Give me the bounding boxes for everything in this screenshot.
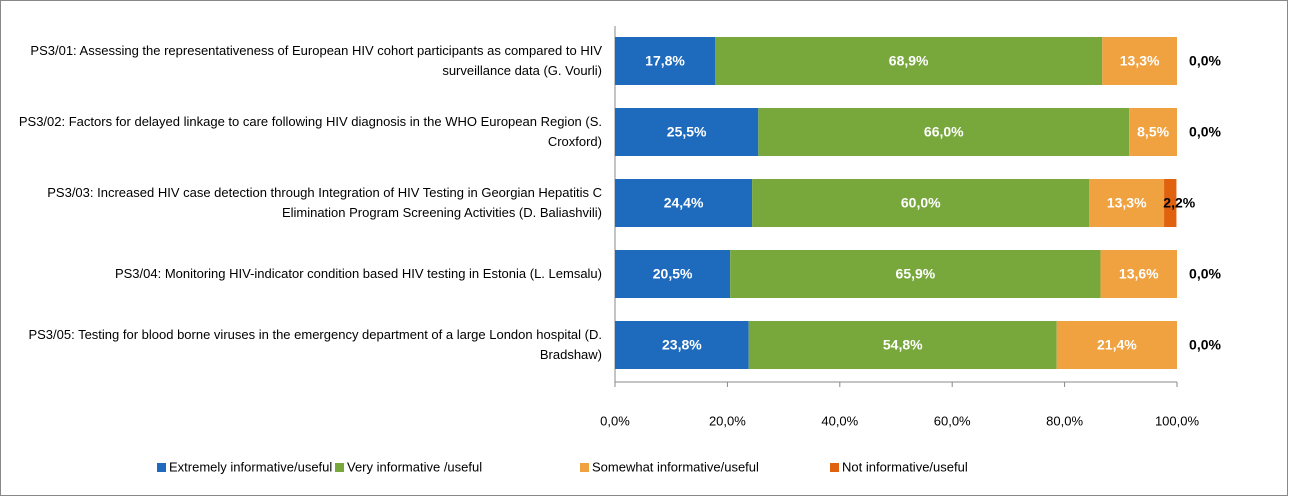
category-label-box: PS3/05: Testing for blood borne viruses … (28, 327, 602, 362)
legend-swatch (580, 463, 589, 472)
bar-segment (615, 108, 759, 156)
legend-swatch (830, 463, 839, 472)
data-label: 24,4% (664, 195, 704, 211)
bar-segment (615, 37, 716, 85)
category-label-box: PS3/03: Increased HIV case detection thr… (47, 185, 602, 220)
data-label: 0,0% (1189, 53, 1221, 69)
data-label: 0,0% (1189, 337, 1221, 353)
data-label: 0,0% (1189, 124, 1221, 140)
data-label: 17,8% (645, 53, 685, 69)
legend-label: Extremely informative/useful (169, 459, 332, 474)
bar-segment (1129, 108, 1177, 156)
bar-segment (752, 179, 1090, 227)
bar-segment (1164, 179, 1177, 227)
category-label: PS3/05: Testing for blood borne viruses … (28, 327, 602, 362)
data-label: 13,6% (1119, 266, 1159, 282)
data-label: 2,2% (1163, 195, 1195, 211)
x-tick-label: 80,0% (1046, 413, 1083, 428)
category-label: PS3/01: Assessing the representativeness… (30, 43, 602, 78)
x-tick-label: 0,0% (600, 413, 630, 428)
bar-segment (1056, 321, 1177, 369)
data-label: 13,3% (1120, 53, 1160, 69)
bar-segment (1089, 179, 1165, 227)
bar-segment (615, 250, 731, 298)
data-label: 13,3% (1107, 195, 1147, 211)
data-label: 66,0% (924, 124, 964, 140)
data-label: 65,9% (896, 266, 936, 282)
bar-segment (730, 250, 1101, 298)
data-label: 60,0% (901, 195, 941, 211)
legend-label: Not informative/useful (842, 459, 968, 474)
legend-label: Somewhat informative/useful (592, 459, 759, 474)
category-label-box: PS3/04: Monitoring HIV-indicator conditi… (114, 266, 602, 281)
x-tick-label: 60,0% (934, 413, 971, 428)
data-label: 68,9% (889, 53, 929, 69)
bar-segment (748, 321, 1057, 369)
category-label-box: PS3/01: Assessing the representativeness… (30, 43, 602, 78)
data-label: 21,4% (1097, 337, 1137, 353)
category-label: PS3/04: Monitoring HIV-indicator conditi… (114, 266, 602, 281)
x-tick-label: 40,0% (821, 413, 858, 428)
category-label: PS3/03: Increased HIV case detection thr… (47, 185, 602, 220)
bar-segment (715, 37, 1103, 85)
bar-segment (758, 108, 1130, 156)
bar-segment (1102, 37, 1177, 85)
legend-swatch (335, 463, 344, 472)
category-label: PS3/02: Factors for delayed linkage to c… (18, 114, 602, 149)
bar-segment (615, 321, 749, 369)
bar-segment (615, 179, 753, 227)
data-label: 25,5% (667, 124, 707, 140)
legend-swatch (157, 463, 166, 472)
data-label: 23,8% (662, 337, 702, 353)
bar-segment (1100, 250, 1177, 298)
data-label: 8,5% (1137, 124, 1169, 140)
legend-label: Very informative /useful (347, 459, 482, 474)
x-tick-label: 20,0% (709, 413, 746, 428)
data-label: 54,8% (883, 337, 923, 353)
x-tick-label: 100,0% (1155, 413, 1200, 428)
category-label-box: PS3/02: Factors for delayed linkage to c… (18, 114, 602, 149)
data-label: 20,5% (653, 266, 693, 282)
data-label: 0,0% (1189, 266, 1221, 282)
